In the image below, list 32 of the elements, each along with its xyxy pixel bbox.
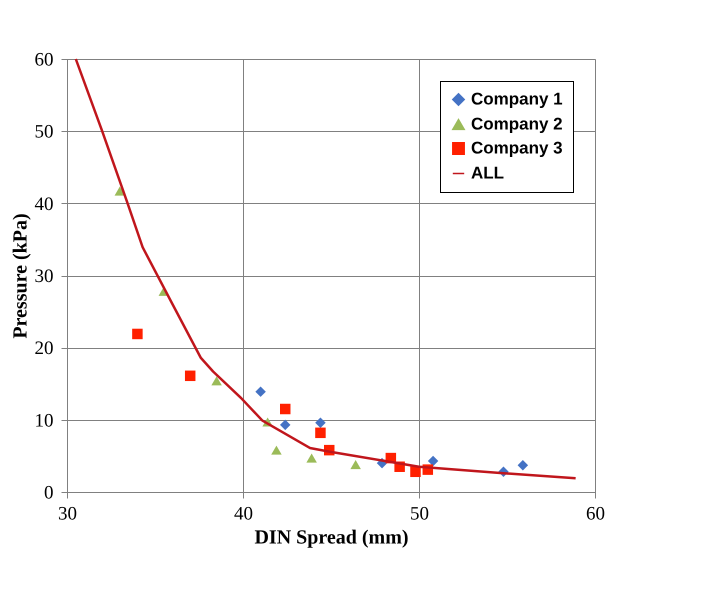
point xyxy=(211,376,222,386)
point xyxy=(271,446,282,455)
point xyxy=(255,386,266,397)
point xyxy=(315,417,326,428)
point xyxy=(410,466,421,478)
x-tick-label: 40 xyxy=(234,504,253,524)
y-tick-label: 40 xyxy=(34,194,54,215)
x-tick-label: 60 xyxy=(586,504,605,524)
y-tick-label: 50 xyxy=(34,122,54,143)
point xyxy=(350,460,361,470)
x-tick-label: 30 xyxy=(58,504,77,524)
point xyxy=(518,460,528,471)
legend-label: Company 3 xyxy=(471,138,563,158)
legend-label: ALL xyxy=(471,164,504,182)
point xyxy=(132,328,143,340)
line-series xyxy=(74,58,577,480)
point xyxy=(280,404,290,414)
y-tick-label: 10 xyxy=(34,410,54,432)
y-tick-label: 0 xyxy=(44,482,54,504)
x-axis-title: DIN Spread (mm) xyxy=(254,526,409,548)
point xyxy=(315,428,326,438)
point xyxy=(428,456,438,466)
y-tick-label: 30 xyxy=(34,266,54,287)
point xyxy=(184,370,196,382)
point xyxy=(280,420,290,430)
y-tick-label: 20 xyxy=(34,338,54,360)
y-tick-label: 60 xyxy=(34,50,54,70)
y-axis-title: Pressure (kPa) xyxy=(10,213,32,339)
x-tick-label: 50 xyxy=(410,504,429,524)
point xyxy=(306,454,317,463)
legend-label: Company 1 xyxy=(471,90,563,108)
legend-label: Company 2 xyxy=(471,114,563,134)
